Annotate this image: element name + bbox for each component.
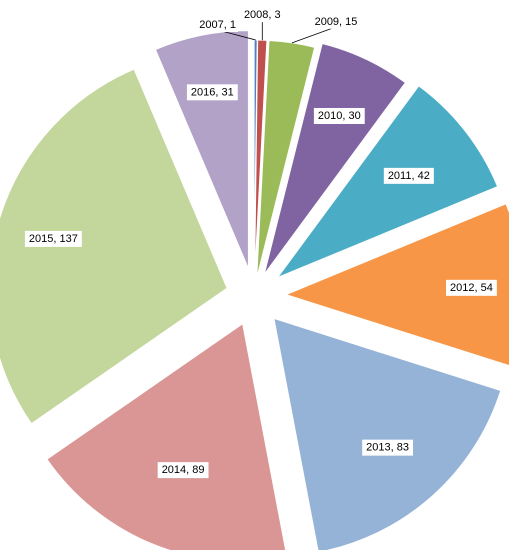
- labels-group: 2007, 1 2008, 3 2009, 15 2010, 30 2011, 42 20…: [24, 8, 497, 479]
- slice-label-2008: 2008, 3: [244, 9, 281, 21]
- slice-label-box-2015: [24, 230, 82, 247]
- slice-label-2014: 2014, 89: [162, 464, 205, 476]
- slice-label-2011: 2011, 42: [388, 170, 430, 182]
- slice-label-bg-2009: [312, 14, 360, 29]
- slice-label-2007: 2007, 1: [199, 19, 236, 31]
- slice-label-box-2014: [157, 462, 209, 479]
- slice-label-2015: 2015, 137: [29, 233, 78, 245]
- pie-slice-2010: [263, 42, 407, 275]
- slice-label-2013: 2013, 83: [366, 442, 409, 454]
- slice-label-bg-2008: [241, 8, 283, 23]
- slice-label-2016: 2016, 31: [191, 86, 234, 98]
- slice-label-box-2010: [313, 107, 365, 124]
- pie-slice-2014: [46, 322, 287, 550]
- slice-label-box-2016: [186, 84, 238, 101]
- slice-label-2010: 2010, 30: [318, 110, 361, 122]
- slices-group: [0, 30, 509, 550]
- slice-label-2012: 2012, 54: [450, 282, 493, 294]
- pie-slice-2009: [256, 39, 316, 279]
- slice-label-bg-2007: [197, 18, 239, 33]
- slice-label-2009: 2009, 15: [315, 16, 358, 28]
- slice-label-box-2012: [446, 279, 497, 296]
- pie-slice-2013: [273, 317, 502, 550]
- leader-line-2009: [291, 26, 337, 44]
- slice-label-box-2013: [362, 439, 414, 456]
- slice-label-box-2011: [383, 167, 434, 184]
- pie-slice-2012: [284, 203, 509, 367]
- pie-slice-2015: [0, 68, 228, 425]
